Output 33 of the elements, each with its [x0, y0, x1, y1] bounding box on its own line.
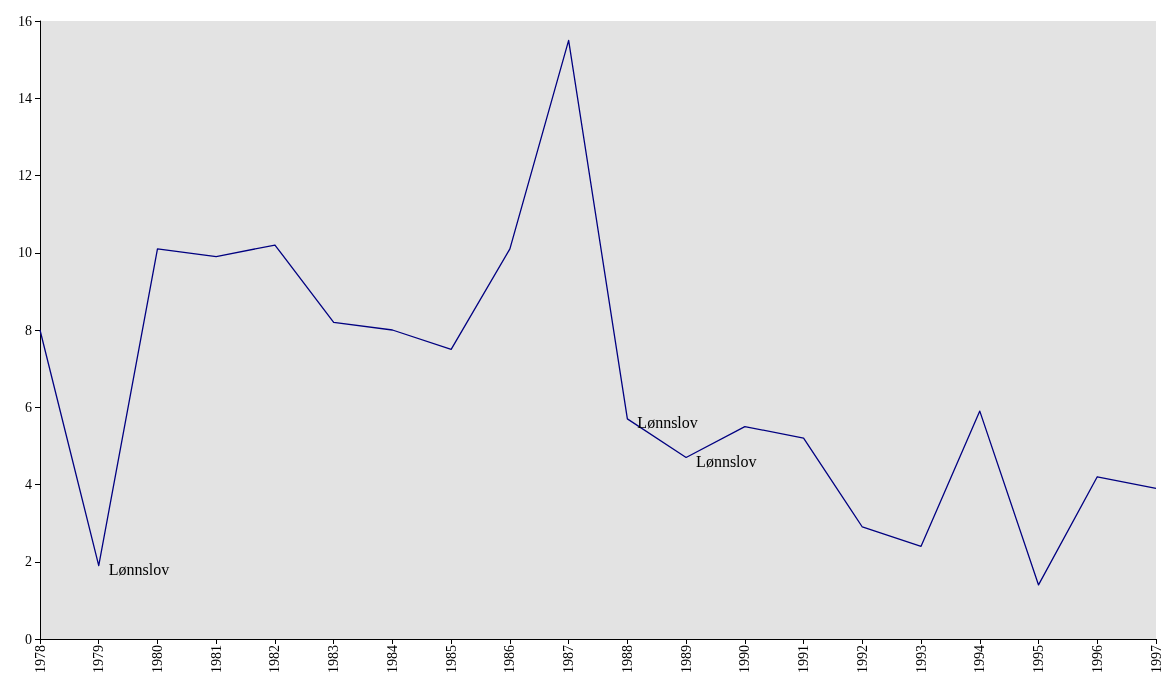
x-tick-label: 1988	[619, 645, 635, 673]
x-tick-label: 1996	[1089, 645, 1105, 673]
x-tick-label: 1980	[149, 645, 165, 673]
y-tick-label: 12	[18, 168, 32, 183]
x-tick-label: 1995	[1031, 645, 1047, 673]
x-tick-label: 1981	[208, 645, 224, 673]
x-tick-label: 1985	[443, 645, 459, 673]
x-tick-label: 1978	[32, 645, 48, 673]
x-tick-label: 1984	[384, 645, 400, 673]
annotation: Lønnslov	[108, 561, 170, 579]
y-tick-label: 8	[25, 322, 32, 338]
x-tick-label: 1993	[913, 645, 929, 673]
x-tick-label: 1990	[737, 645, 753, 673]
x-tick-label: 1983	[326, 645, 342, 673]
y-tick-label: 0	[25, 631, 32, 647]
y-tick-label: 2	[25, 554, 32, 570]
x-tick-label: 1982	[267, 645, 283, 673]
y-tick-label: 16	[18, 13, 32, 29]
x-tick-label: 1989	[678, 645, 694, 673]
x-tick-label: 1991	[796, 645, 812, 673]
x-tick-label: 1994	[972, 645, 988, 673]
x-tick-label: 1987	[561, 645, 577, 673]
x-tick-label: 1992	[854, 645, 870, 673]
y-tick-label: 4	[25, 477, 32, 492]
x-tick-label: 1979	[91, 645, 107, 673]
y-tick-label: 6	[25, 399, 32, 415]
x-tick-label: 1997	[1148, 645, 1163, 673]
annotation: Lønnslov	[637, 414, 698, 432]
x-tick-label: 1986	[502, 645, 518, 673]
annotation: Lønnslov	[696, 452, 757, 470]
y-tick-label: 10	[18, 245, 32, 261]
y-tick-label: 14	[18, 90, 32, 106]
line-series	[39, 39, 1157, 586]
